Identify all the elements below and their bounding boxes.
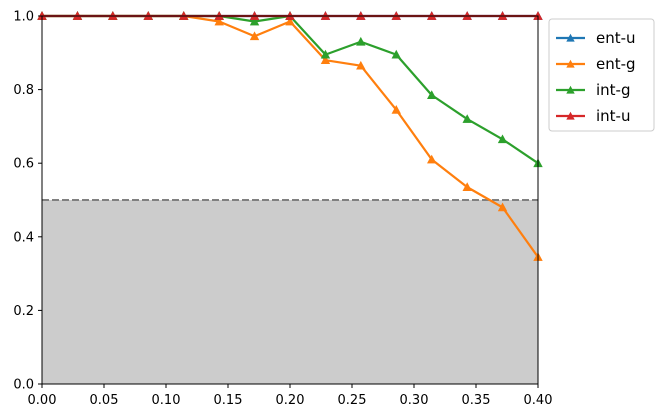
x-tick-label: 0.30 [400, 393, 429, 408]
legend-marker [566, 111, 575, 120]
data-point-ent-g [391, 105, 401, 114]
y-tick-label: 1.0 [13, 10, 34, 25]
data-point-ent-g [356, 60, 366, 70]
data-point-ent-g [462, 182, 472, 191]
legend-item-ent-g: ent-g [556, 55, 636, 73]
data-point-ent-g [285, 16, 295, 26]
y-tick-label: 0.8 [13, 83, 34, 98]
legend-label: int-u [596, 107, 630, 125]
legend-marker [566, 33, 575, 42]
x-tick-label: 0.20 [276, 393, 305, 408]
data-point-ent-g [249, 31, 260, 41]
y-tick-label: 0.4 [13, 230, 34, 245]
data-point-int-g [356, 36, 366, 46]
axes-layer: 0.00 0.05 0.10 0.15 0.20 0.25 0.30 0.35 0.40 0.0 0… [13, 10, 552, 409]
data-point-int-g [427, 90, 437, 99]
x-tick-label: 0.10 [152, 393, 181, 408]
legend-marker [566, 85, 575, 94]
shaded-region [42, 200, 538, 384]
y-tick-label: 0.6 [13, 157, 34, 172]
x-tick-label: 0.00 [28, 393, 57, 408]
shaded-region-layer [42, 200, 538, 384]
x-tick-label: 0.15 [214, 393, 243, 408]
data-point-int-g [391, 49, 401, 59]
data-point-int-g [249, 16, 260, 26]
legend-item-int-u: int-u [556, 107, 630, 125]
data-point-ent-g [427, 154, 437, 164]
legend-marker [566, 59, 575, 68]
legend-label: int-g [596, 81, 631, 99]
legend-label: ent-u [596, 29, 636, 47]
legend-label: ent-g [596, 55, 636, 73]
legend-box [548, 18, 655, 132]
data-point-int-g [320, 49, 331, 59]
x-tick-label: 0.05 [90, 393, 119, 408]
data-point-int-g [462, 114, 472, 123]
legend: ent-u ent-g int-g int-u [548, 18, 655, 132]
y-tick-label: 0.0 [13, 378, 34, 393]
data-point-ent-g [214, 16, 224, 26]
legend-item-int-g: int-g [556, 81, 631, 99]
data-point-int-g [497, 134, 508, 144]
x-tick-label: 0.40 [524, 393, 553, 408]
data-point-ent-g [320, 55, 331, 65]
y-tick-label: 0.2 [13, 304, 34, 319]
legend-item-ent-u: ent-u [556, 29, 636, 47]
data-point-ent-g [497, 202, 508, 212]
x-tick-label: 0.25 [338, 393, 367, 408]
x-tick-label: 0.35 [462, 393, 491, 408]
